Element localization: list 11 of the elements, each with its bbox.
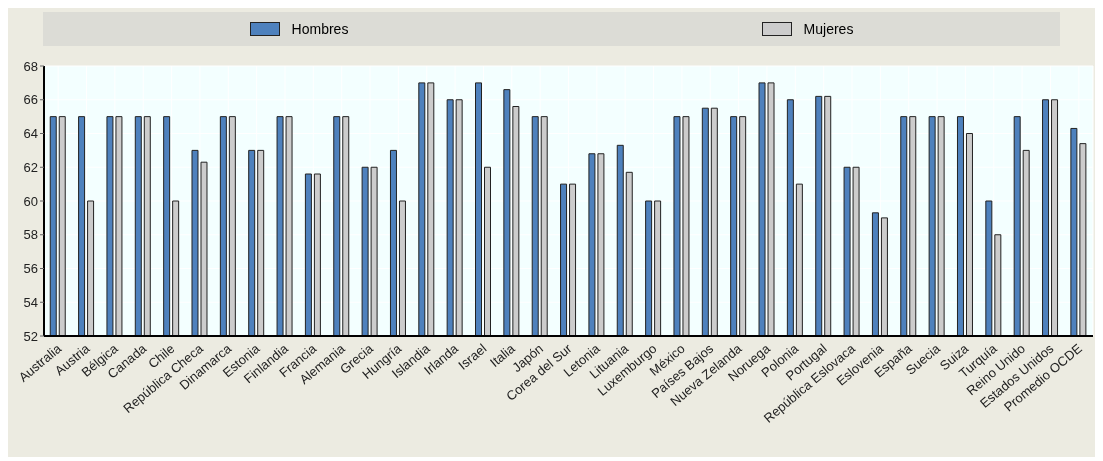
y-tick-label: 62 [23, 159, 38, 175]
y-tick-label: 56 [23, 261, 38, 277]
y-tick-label: 66 [23, 92, 38, 108]
y-tick-label: 60 [23, 193, 38, 209]
y-tick-label: 52 [23, 328, 38, 344]
y-tick-label: 68 [23, 58, 38, 74]
legend-label: Mujeres [803, 21, 854, 37]
legend-label: Hombres [291, 21, 349, 37]
y-tick-label: 64 [23, 126, 38, 142]
y-tick-label: 54 [23, 294, 38, 310]
y-tick-label: 58 [23, 227, 38, 243]
